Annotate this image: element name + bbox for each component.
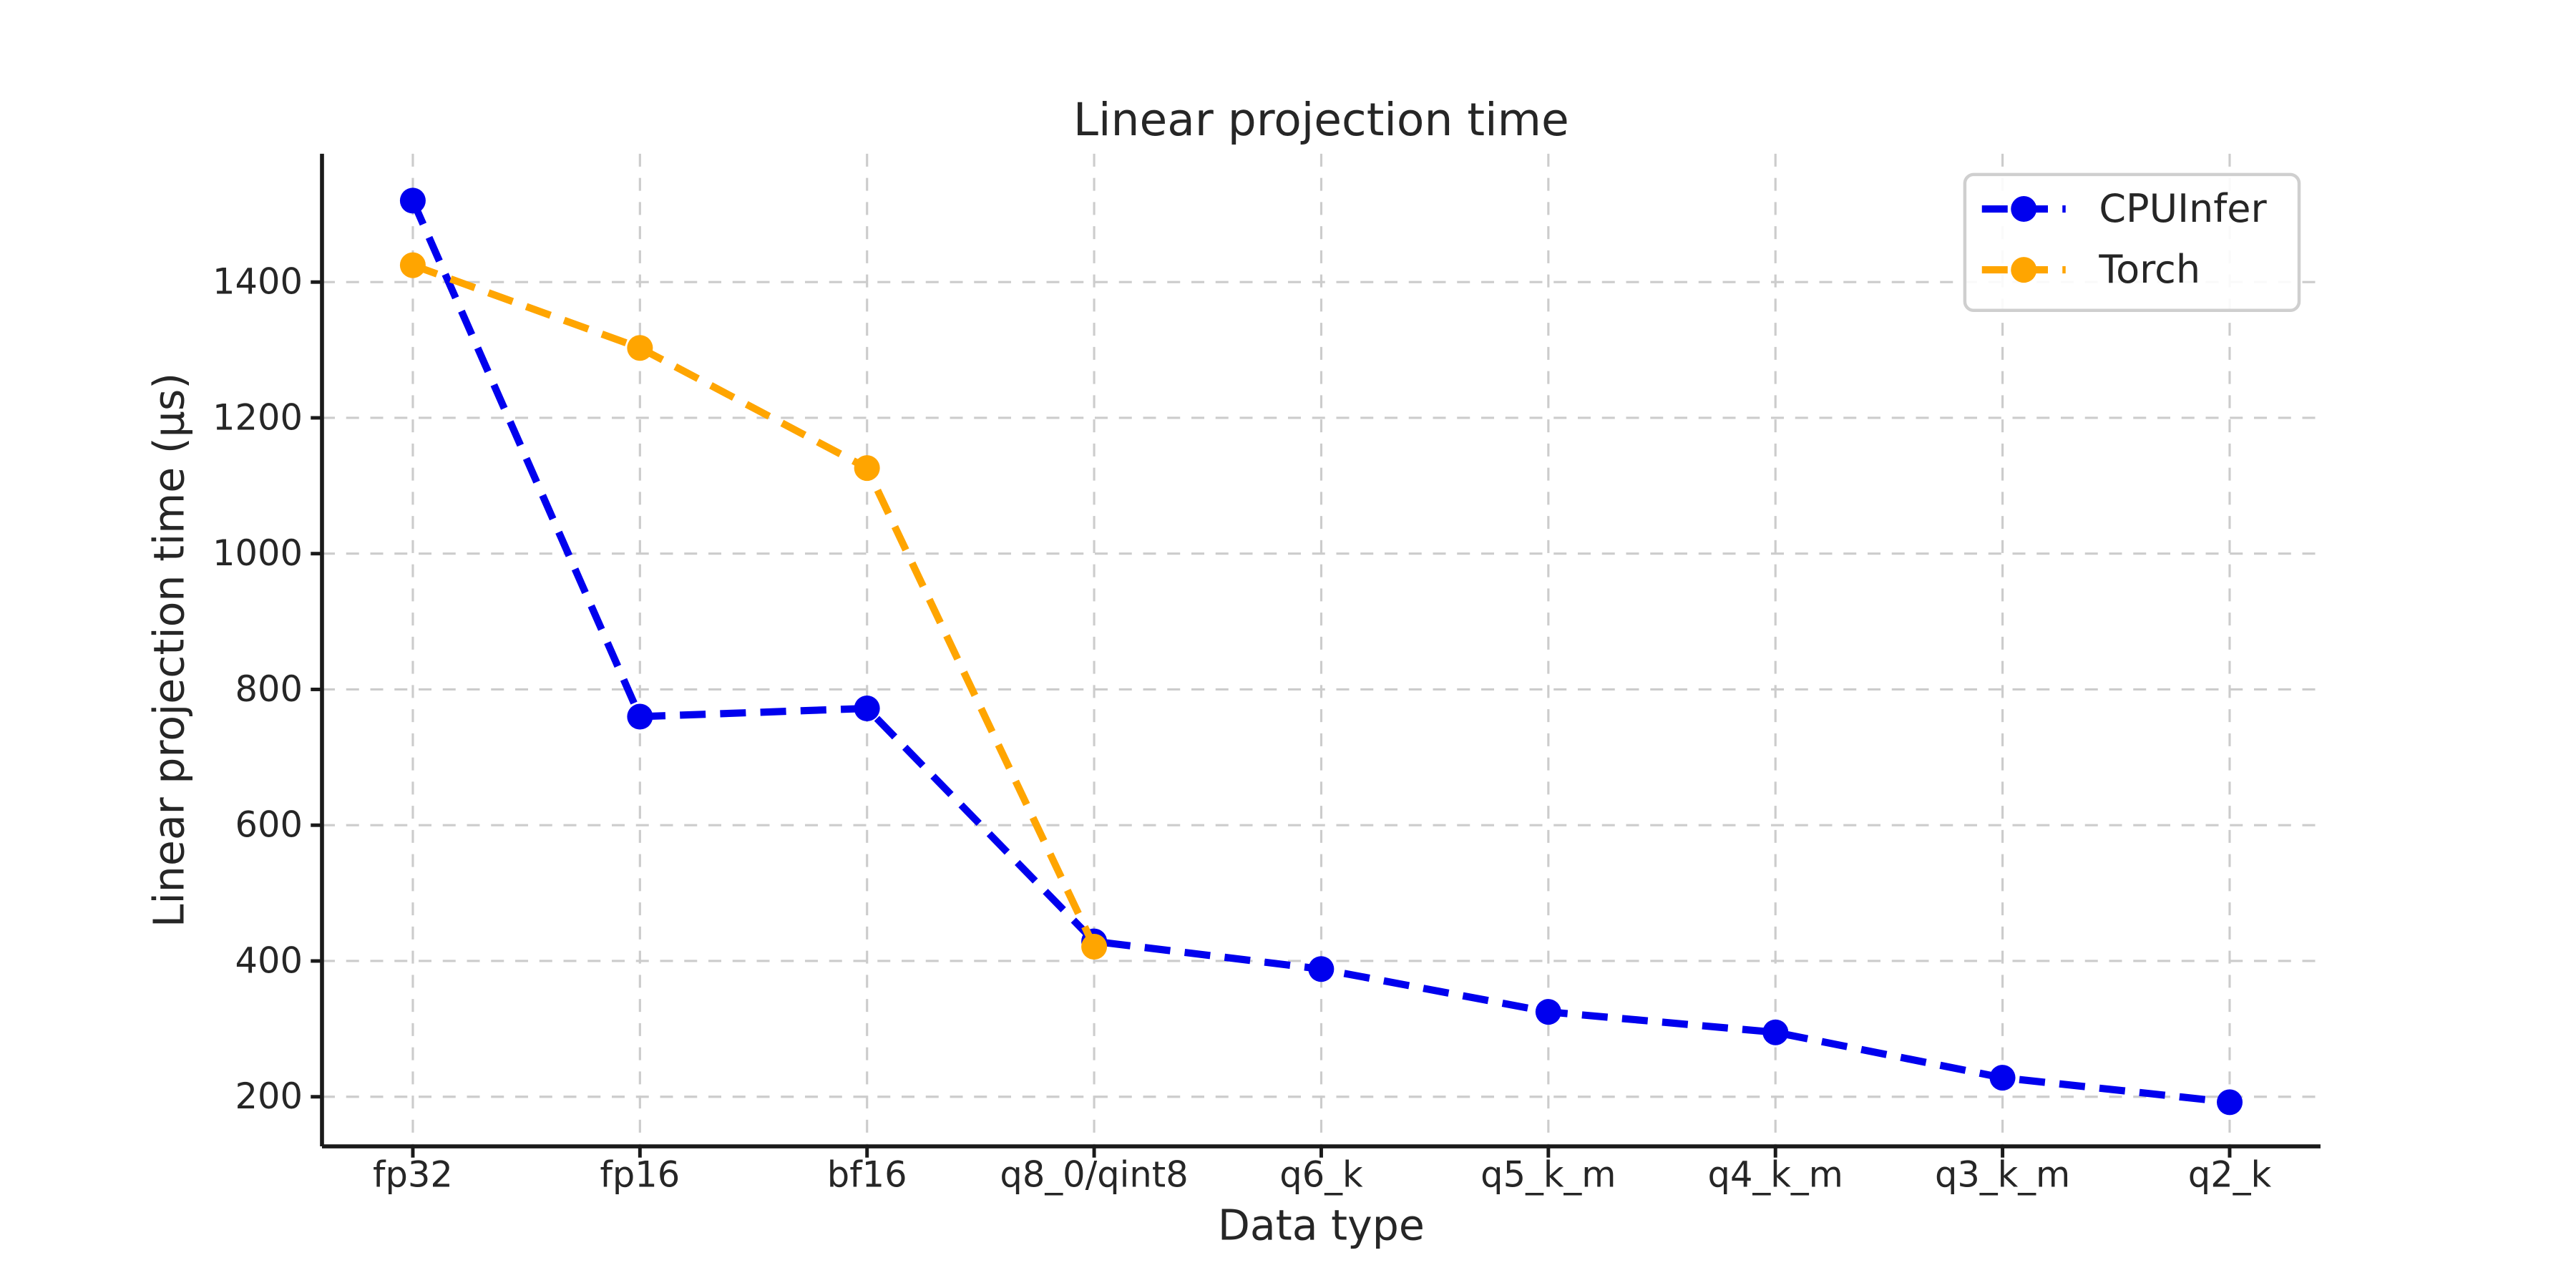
legend-label: Torch	[2098, 247, 2200, 292]
x-tick-label: q4_k_m	[1708, 1153, 1843, 1195]
y-tick-label: 1000	[213, 532, 303, 574]
data-point-cpuinfer	[1762, 1019, 1789, 1045]
y-tick-label: 600	[235, 804, 303, 846]
data-point-cpuinfer	[627, 703, 653, 730]
x-tick-label: q6_k	[1279, 1153, 1363, 1195]
data-point-cpuinfer	[1535, 999, 1561, 1025]
series-layer	[399, 187, 2243, 1116]
y-tick-label: 1200	[213, 396, 303, 438]
data-point-torch	[399, 252, 426, 278]
data-point-cpuinfer	[399, 187, 426, 214]
data-point-cpuinfer	[1308, 956, 1335, 982]
x-tick-label: q5_k_m	[1480, 1153, 1616, 1195]
y-axis-label: Linear projection time (μs)	[145, 373, 194, 927]
series-line-torch	[411, 261, 1098, 949]
data-point-cpuinfer	[2217, 1089, 2243, 1116]
y-tick-label: 400	[235, 940, 303, 981]
x-tick-label: q2_k	[2188, 1153, 2272, 1195]
x-axis-label: Data type	[1218, 1201, 1425, 1250]
data-point-cpuinfer	[854, 696, 880, 721]
y-tick-label: 200	[235, 1075, 303, 1117]
data-point-torch	[854, 455, 880, 482]
y-tick-label: 1400	[213, 261, 303, 303]
x-tick-label: q3_k_m	[1935, 1153, 2070, 1195]
x-tick-label: fp32	[373, 1153, 453, 1195]
chart-title: Linear projection time	[1073, 94, 1569, 146]
data-point-torch	[627, 335, 653, 361]
data-point-torch	[1081, 934, 1108, 960]
legend-box	[1963, 172, 2301, 313]
x-tick-label: fp16	[600, 1153, 680, 1195]
legend: CPUInfer Torch	[1963, 172, 2301, 313]
data-point-cpuinfer	[1989, 1065, 2016, 1091]
x-tick-label: bf16	[827, 1153, 907, 1195]
legend-marker	[2011, 257, 2037, 283]
legend-marker	[2011, 196, 2037, 223]
y-tick-label: 800	[235, 668, 303, 710]
x-tick-label: q8_0/qint8	[1000, 1153, 1188, 1195]
legend-label: CPUInfer	[2099, 186, 2267, 231]
legend-entries: CPUInfer Torch	[1981, 186, 2268, 292]
tick-layer: 200 400 600 800 1000 1200 1400 fp32 fp16 bf16 q8_0…	[213, 261, 2271, 1196]
